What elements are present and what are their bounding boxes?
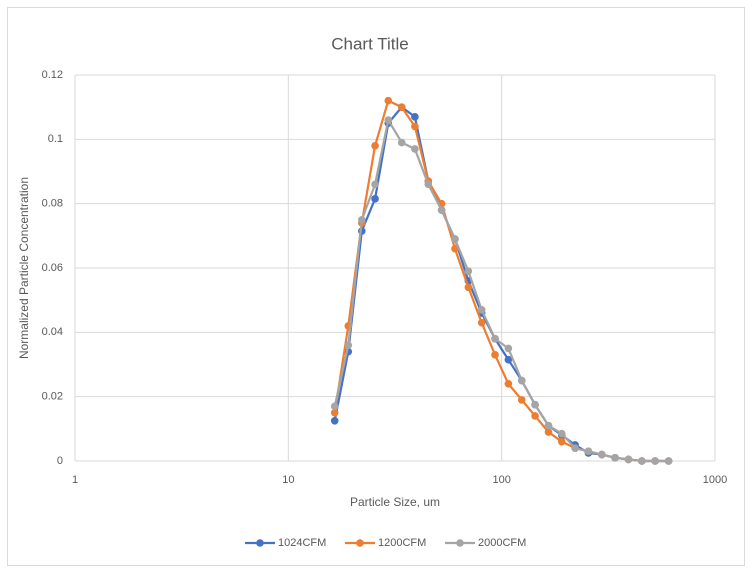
data-point <box>544 428 553 436</box>
y-tick-label: 0.12 <box>42 69 63 81</box>
x-tick-label: 10 <box>282 474 294 486</box>
data-point <box>491 351 499 359</box>
y-tick-label: 0.04 <box>42 326 63 338</box>
data-point <box>371 141 379 150</box>
x-tick-label: 100 <box>492 474 510 486</box>
data-point <box>424 180 433 189</box>
x-axis-label: Particle Size, um <box>350 495 440 509</box>
data-point <box>517 396 526 404</box>
data-point <box>411 122 419 131</box>
data-point <box>371 195 379 203</box>
data-point <box>504 355 513 364</box>
data-point <box>451 244 459 253</box>
data-point <box>344 341 353 350</box>
data-point <box>477 318 486 327</box>
y-tick-label: 0 <box>57 455 63 467</box>
data-point <box>584 447 593 456</box>
data-point <box>557 437 566 446</box>
data-point <box>611 453 619 462</box>
data-point <box>504 380 513 388</box>
data-point <box>397 138 406 147</box>
data-point <box>598 450 606 459</box>
data-point <box>330 408 339 417</box>
data-point <box>384 96 393 105</box>
data-point <box>531 412 539 420</box>
x-tick-label: 1000 <box>703 474 727 486</box>
data-point <box>464 267 473 276</box>
legend-marker <box>256 539 264 547</box>
data-point <box>624 455 633 464</box>
data-point <box>557 429 566 438</box>
y-tick-label: 0.06 <box>42 262 63 274</box>
data-point <box>397 103 406 111</box>
y-tick-label: 0.1 <box>48 133 63 145</box>
data-point <box>330 402 339 411</box>
data-point <box>437 206 446 214</box>
legend-label: 1024CFM <box>278 537 326 549</box>
data-point <box>544 421 553 430</box>
legend-label: 2000CFM <box>478 537 526 549</box>
data-point <box>358 215 366 224</box>
data-point <box>371 180 379 189</box>
data-point <box>477 306 486 314</box>
x-tick-label: 1 <box>72 474 78 486</box>
data-point <box>464 283 473 292</box>
data-point <box>411 113 419 121</box>
y-tick-label: 0.08 <box>42 198 63 210</box>
chart-border <box>7 7 745 566</box>
data-point <box>664 457 673 465</box>
data-point <box>330 416 339 425</box>
data-point <box>531 400 539 409</box>
data-point <box>571 444 579 452</box>
data-point <box>411 145 419 153</box>
chart-title: Chart Title <box>331 34 408 53</box>
data-point <box>651 457 659 465</box>
legend-marker <box>456 539 464 547</box>
data-point <box>451 235 459 243</box>
y-tick-label: 0.02 <box>42 391 63 403</box>
legend-marker <box>356 539 364 547</box>
data-point <box>517 376 526 385</box>
data-point <box>638 457 646 465</box>
data-point <box>384 116 393 124</box>
data-point <box>504 344 513 353</box>
y-axis-label: Normalized Particle Concentration <box>17 177 31 359</box>
legend-label: 1200CFM <box>378 537 426 549</box>
data-point <box>491 334 499 343</box>
